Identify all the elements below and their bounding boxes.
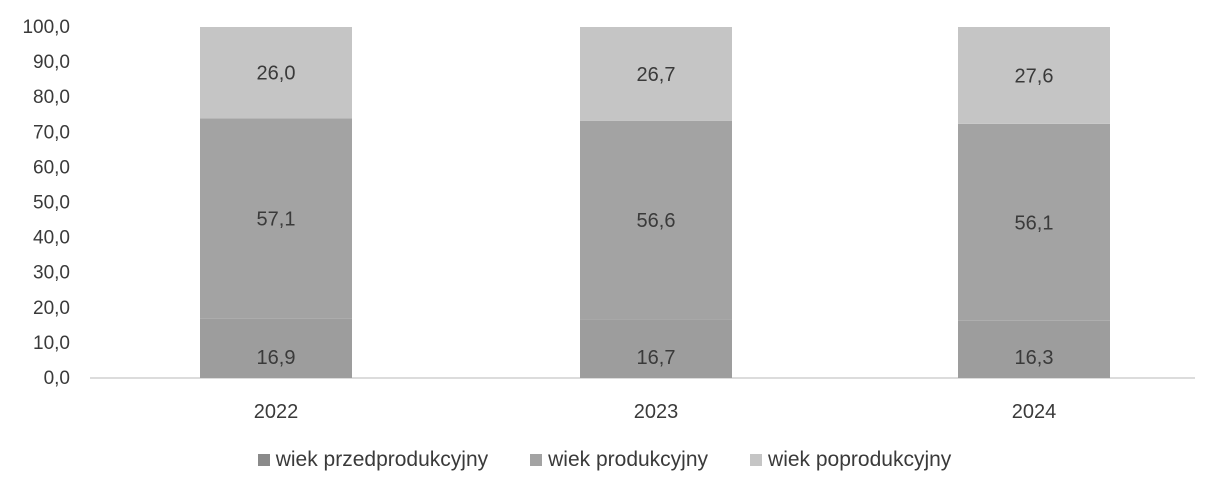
legend-item-produkcyjny: wiek produkcyjny (530, 448, 708, 472)
y-tick-label: 100,0 (22, 17, 70, 38)
data-label: 26,0 (257, 63, 296, 85)
y-tick-label: 40,0 (33, 228, 70, 249)
bar-segment (200, 318, 352, 378)
bar-segment (200, 27, 352, 119)
legend-swatch-produkcyjny (530, 454, 543, 466)
y-tick-label: 10,0 (33, 333, 70, 354)
y-tick-label: 90,0 (33, 52, 70, 73)
y-tick-label: 70,0 (33, 122, 70, 143)
legend-swatch-poprodukcyjny (750, 454, 763, 466)
data-label: 57,1 (257, 208, 296, 230)
data-label: 56,6 (637, 210, 676, 232)
stacked-bar-chart: 0,0 10,0 20,0 30,0 40,0 50,0 60,0 70,0 80,0 90,0 1… (22, 17, 1195, 423)
data-label: 26,7 (637, 64, 676, 86)
y-tick-label: 80,0 (33, 87, 70, 108)
y-axis: 0,0 10,0 20,0 30,0 40,0 50,0 60,0 70,0 80,0 90,0 1… (22, 17, 70, 389)
legend-swatch-przedprodukcyjny (257, 454, 270, 466)
legend: wiek przedprodukcyjny wiek produkcyjny w… (0, 448, 1209, 472)
bar-segment (580, 120, 732, 320)
x-axis-labels: 2022 2023 2024 (254, 401, 1057, 423)
bar-segment (958, 320, 1110, 378)
data-label: 16,9 (257, 347, 296, 369)
x-tick-label: 2024 (1012, 401, 1057, 423)
y-tick-label: 60,0 (33, 157, 70, 178)
data-label: 56,1 (1015, 212, 1054, 234)
legend-item-poprodukcyjny: wiek poprodukcyjny (750, 448, 951, 472)
data-label: 16,3 (1015, 347, 1054, 369)
y-tick-label: 30,0 (33, 263, 70, 284)
bar-segment (580, 27, 732, 121)
bar-segment (958, 123, 1110, 321)
bars: 16,9 57,1 26,0 16,7 56,6 26,7 16,3 56,1 27,6 (200, 27, 1110, 378)
x-tick-label: 2023 (634, 401, 679, 423)
data-label: 16,7 (637, 347, 676, 369)
bar-segment (958, 27, 1110, 124)
legend-item-przedprodukcyjny: wiek przedprodukcyjny (257, 448, 489, 472)
data-label: 27,6 (1015, 65, 1054, 87)
x-tick-label: 2022 (254, 401, 299, 423)
y-tick-label: 0,0 (44, 368, 70, 389)
legend-label-produkcyjny: wiek produkcyjny (548, 448, 709, 471)
y-tick-label: 50,0 (33, 193, 70, 214)
legend-label-poprodukcyjny: wiek poprodukcyjny (768, 448, 952, 471)
y-tick-label: 20,0 (33, 298, 70, 319)
bar-segment (580, 319, 732, 378)
bar-segment (200, 118, 352, 319)
legend-label-przedprodukcyjny: wiek przedprodukcyjny (275, 448, 489, 471)
